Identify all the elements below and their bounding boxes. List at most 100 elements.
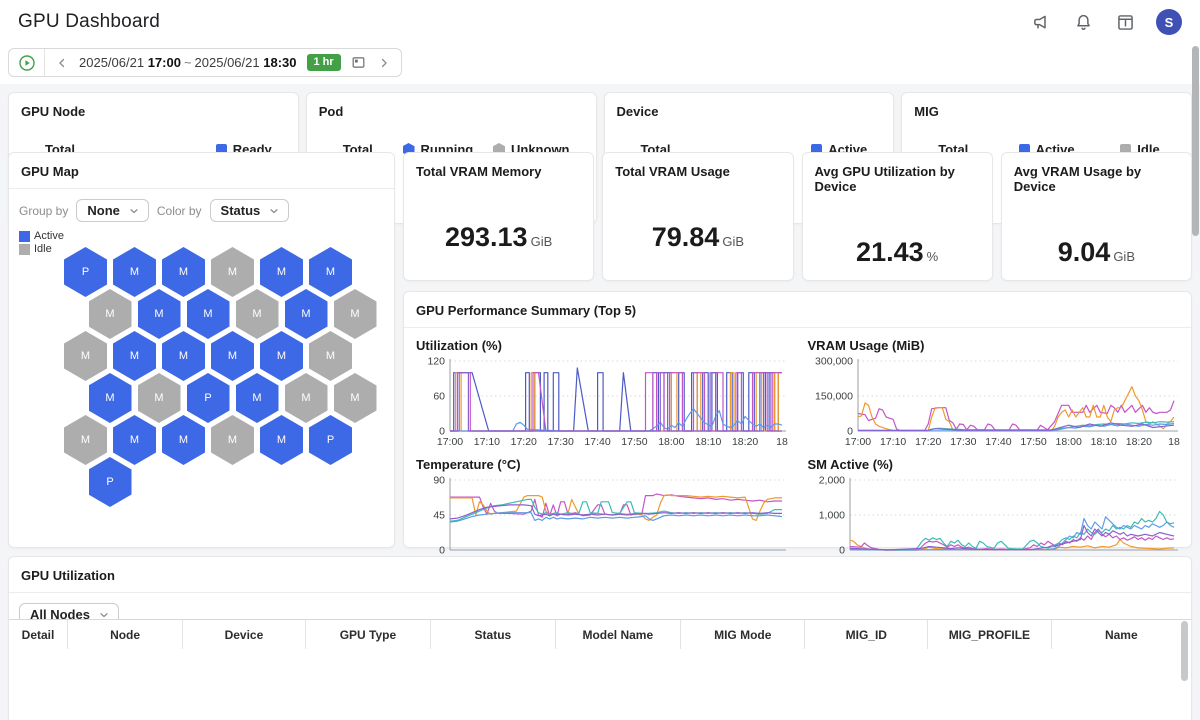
divider (9, 188, 394, 189)
svg-text:150,000: 150,000 (815, 391, 853, 403)
svg-text:90: 90 (433, 475, 445, 487)
active-legend-swatch (19, 231, 30, 242)
announcement-icon[interactable] (1030, 11, 1052, 33)
gpu-hex-m-active[interactable]: M (162, 415, 205, 465)
series-gpu-3 (849, 510, 1174, 551)
stat-card-title: Pod (318, 104, 344, 119)
column-header-mig-profile: MIG_PROFILE (927, 620, 1051, 649)
gpu-map-legend: Active Idle (9, 222, 394, 256)
group-by-label: Group by (19, 203, 69, 218)
metric-card-2: Total VRAM Usage 79.84 GiB (602, 152, 794, 281)
hex-label: M (80, 350, 91, 362)
gpu-hex-m-active[interactable]: M (260, 331, 303, 381)
range-picker-icon[interactable] (350, 54, 367, 71)
svg-text:300,000: 300,000 (815, 356, 853, 368)
gpu-hex-p-active[interactable]: P (88, 457, 132, 507)
user-avatar[interactable]: S (1156, 9, 1182, 35)
gpu-hex-m-active[interactable]: M (235, 373, 279, 423)
gpu-hex-m-idle[interactable]: M (211, 415, 254, 465)
gpu-hex-m-idle[interactable]: M (64, 415, 107, 465)
idle-swatch-icon (1120, 144, 1132, 155)
gpu-hex-m-active[interactable]: M (88, 373, 132, 423)
gpu-hex-m-active[interactable]: M (260, 415, 303, 465)
svg-text:17:20: 17:20 (915, 436, 941, 448)
gpu-hex-m-active[interactable]: M (309, 247, 352, 297)
gpu-hex-m-active[interactable]: M (162, 247, 205, 297)
table-scrollbar[interactable] (1181, 621, 1188, 681)
gpu-hex-m-idle[interactable]: M (211, 247, 254, 297)
node-filter-value: All Nodes (30, 607, 90, 622)
gpu-hex-p-active[interactable]: P (186, 373, 230, 423)
gpu-hex-m-active[interactable]: M (211, 331, 254, 381)
ready-swatch-icon (215, 144, 227, 155)
time-range-next-button[interactable] (377, 56, 391, 70)
gpu-hex-map: P M M M M M M M M M M M M M M M M M M M P M M M M M M M M P P (9, 153, 394, 547)
auto-refresh-play-button[interactable] (9, 49, 45, 76)
gpu-hex-m-idle[interactable]: M (333, 373, 377, 423)
gpu-hex-m-active[interactable]: M (284, 289, 328, 339)
gpu-hex-p-active[interactable]: P (309, 415, 352, 465)
column-header-model-name: Model Name (554, 620, 680, 649)
chart-plot: 0 150,000 300,000 17:00 17:10 17:20 17:30 17:40… (815, 356, 1180, 449)
chart-title: Temperature (°C) (416, 457, 521, 472)
metric-unit: GiB (722, 234, 744, 249)
gpu-hex-m-active[interactable]: M (113, 331, 156, 381)
gpu-hex-m-active[interactable]: M (162, 331, 205, 381)
gpu-map-title: GPU Map (21, 164, 79, 179)
gpu-hex-m-idle[interactable]: M (333, 289, 377, 339)
time-range-prev-button[interactable] (55, 56, 69, 70)
svg-text:45: 45 (433, 510, 445, 522)
series-gpu-4 (449, 512, 783, 523)
gpu-hex-m-active[interactable]: M (137, 289, 181, 339)
gpu-hex-m-idle[interactable]: M (284, 373, 328, 423)
gpu-hex-m-idle[interactable]: M (235, 289, 279, 339)
start-time: 17:00 (147, 55, 181, 70)
gpu-hex-m-active[interactable]: M (260, 247, 303, 297)
divider (404, 327, 1191, 328)
notification-bell-icon[interactable] (1072, 11, 1094, 33)
chart-title: VRAM Usage (MiB) (807, 338, 925, 353)
idle-legend-swatch (19, 244, 30, 255)
color-by-value: Status (220, 203, 261, 218)
hex-label: M (105, 392, 115, 404)
hex-label: M (227, 350, 238, 362)
svg-text:17:50: 17:50 (621, 436, 647, 448)
svg-text:17:40: 17:40 (584, 436, 610, 448)
series-gpu-5 (857, 422, 1174, 431)
gpu-hex-p-active[interactable]: P (64, 247, 107, 297)
gpu-hex-m-idle[interactable]: M (137, 373, 181, 423)
color-by-label: Color by (156, 203, 202, 218)
column-header-mig-id: MIG_ID (804, 620, 927, 649)
metric-card-title: Total VRAM Memory (416, 164, 542, 179)
metric-card-3: Avg GPU Utilization by Device 21.43% (801, 152, 993, 281)
release-notes-icon[interactable] (1114, 11, 1136, 33)
hex-label: M (178, 350, 189, 362)
time-range-text[interactable]: 2025/06/21 17:00 ~2025/06/21 18:30 (79, 55, 297, 70)
gpu-hex-m-idle[interactable]: M (64, 331, 107, 381)
column-header-mig-mode: MIG Mode (680, 620, 804, 649)
series-gpu-2 (450, 494, 782, 522)
gpu-hex-m-active[interactable]: M (186, 289, 230, 339)
gpu-hex-m-active[interactable]: M (113, 247, 156, 297)
svg-text:18: 18 (776, 436, 788, 448)
metric-card-title: Avg GPU Utilization by Device (814, 164, 955, 194)
metric-value-row: 21.43% (803, 237, 992, 268)
metric-value: 21.43 (856, 237, 924, 267)
gpu-hex-m-idle[interactable]: M (309, 331, 352, 381)
perf-summary-title: GPU Performance Summary (Top 5) (416, 303, 637, 318)
column-header-name: Name (1050, 620, 1191, 649)
hex-label: M (276, 266, 287, 278)
gpu-hex-m-idle[interactable]: M (88, 289, 132, 339)
end-time: 18:30 (263, 55, 297, 70)
page-scrollbar[interactable] (1192, 46, 1199, 236)
svg-text:18:20: 18:20 (732, 436, 758, 448)
color-by-select[interactable]: Status (209, 199, 290, 222)
chevron-down-icon (100, 612, 108, 617)
metric-value-row: 9.04 GiB (1002, 237, 1191, 268)
gpu-hex-m-active[interactable]: M (113, 415, 156, 465)
metric-value-row: 79.84 GiB (603, 222, 792, 253)
svg-text:17:10: 17:10 (879, 436, 905, 448)
group-by-select[interactable]: None (76, 199, 149, 222)
svg-text:0: 0 (439, 545, 445, 557)
